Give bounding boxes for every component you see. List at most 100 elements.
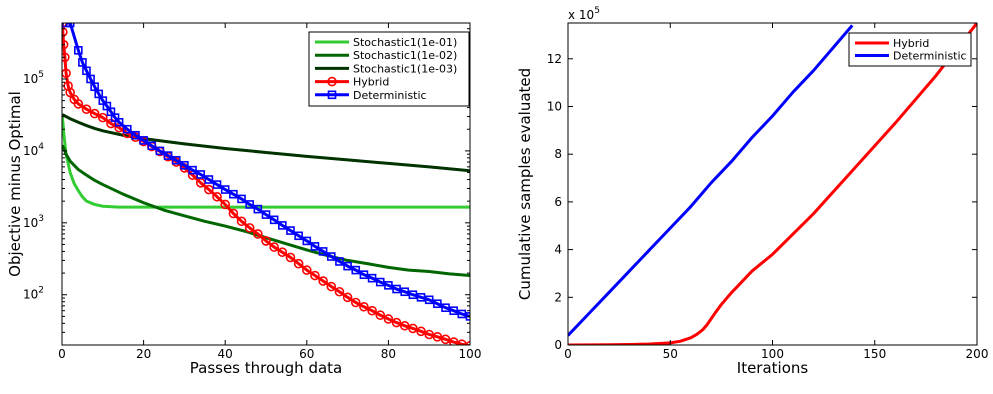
y-tick-label: 8 <box>554 147 562 161</box>
x-tick-label: 50 <box>663 347 678 361</box>
data-point-deterministic <box>343 261 352 271</box>
data-point-hybrid <box>65 87 75 98</box>
x-tick-label: 20 <box>136 347 151 361</box>
y-tick-label: 10 <box>547 99 562 113</box>
x-tick-label: 200 <box>966 347 989 361</box>
y-axis-label: Objective minus Optimal <box>6 91 24 277</box>
data-point-deterministic <box>155 146 165 156</box>
legend: Stochastic1(1e-01)Stochastic1(1e-02)Stoc… <box>308 31 470 107</box>
legend-marker-hybrid <box>327 76 337 87</box>
data-point-deterministic <box>245 200 254 209</box>
x-axis-label: Passes through data <box>190 359 343 377</box>
y-tick-label: 0 <box>554 338 562 352</box>
x-tick-label: 40 <box>218 347 233 361</box>
series-line-hybrid <box>568 23 977 345</box>
data-point-hybrid <box>399 320 410 331</box>
data-point-deterministic <box>78 58 87 67</box>
data-point-deterministic <box>204 175 214 184</box>
data-point-hybrid <box>212 191 222 202</box>
data-point-deterministic <box>180 161 189 170</box>
data-point-deterministic <box>269 215 279 225</box>
data-point-deterministic <box>131 130 140 140</box>
data-point-hybrid <box>244 223 255 233</box>
legend-frame <box>848 32 972 67</box>
x-axis-label: Iterations <box>737 359 809 377</box>
x-tick-label: 150 <box>863 347 886 361</box>
data-point-hybrid <box>236 216 247 227</box>
legend-label-hybrid: Hybrid <box>353 76 389 89</box>
data-point-hybrid <box>269 242 279 252</box>
data-point-deterministic <box>433 299 442 309</box>
x-tick-label: 0 <box>564 347 572 361</box>
data-point-deterministic <box>318 247 328 256</box>
data-point-hybrid <box>342 292 353 303</box>
data-point-deterministic <box>171 155 181 165</box>
data-point-hybrid <box>375 310 386 320</box>
data-point-hybrid <box>350 297 361 308</box>
legend-label-deterministic: Deterministic <box>893 50 967 63</box>
data-point-deterministic <box>375 277 385 287</box>
plot-area <box>62 23 470 345</box>
data-point-deterministic <box>188 165 197 175</box>
y-tick-label: 6 <box>554 195 562 209</box>
y-tick-label: 12 <box>547 52 562 66</box>
data-point-deterministic <box>74 46 83 55</box>
data-point-deterministic <box>400 287 410 297</box>
data-point-deterministic <box>384 281 393 290</box>
chart-objective-vs-passes: 0 20 40 60 80 100 102 103 104 105 Passes through d… <box>6 22 482 377</box>
axes-frame <box>61 22 471 346</box>
data-point-hybrid <box>261 236 271 246</box>
legend-label-hybrid: Hybrid <box>893 37 929 50</box>
data-point-deterministic <box>220 185 230 194</box>
data-point-hybrid <box>359 301 369 312</box>
data-point-hybrid <box>98 112 108 123</box>
data-point-deterministic <box>424 295 434 305</box>
data-point-hybrid <box>310 270 320 281</box>
data-point-hybrid <box>228 208 239 219</box>
data-point-deterministic <box>163 151 173 160</box>
x-tick-label: 60 <box>299 347 314 361</box>
legend-marker-deterministic <box>327 90 337 100</box>
y-scale-multiplier: x 105 <box>568 6 600 22</box>
series-line-deterministic <box>568 24 854 337</box>
data-point-hybrid <box>62 39 69 50</box>
data-point-deterministic <box>359 270 369 279</box>
data-point-hybrid <box>277 247 288 258</box>
data-point-hybrid <box>383 314 394 324</box>
data-point-deterministic <box>416 293 426 302</box>
data-point-deterministic <box>465 312 470 321</box>
data-point-deterministic <box>302 236 312 246</box>
x-tick-label: 100 <box>459 347 482 361</box>
data-point-deterministic <box>351 265 361 275</box>
chart-cumulative-samples: 0 50 100 150 200 0 2 4 6 8 10 12 x 105 Iterations Cumu… <box>516 6 988 377</box>
data-point-deterministic <box>122 124 132 134</box>
data-point-hybrid <box>432 332 443 342</box>
x-tick-label: 100 <box>761 347 784 361</box>
data-point-hybrid <box>408 323 418 334</box>
data-point-deterministic <box>196 170 206 179</box>
data-point-deterministic <box>457 309 467 319</box>
data-point-deterministic <box>326 252 336 261</box>
data-point-hybrid <box>62 52 70 63</box>
y-tick-label: 4 <box>554 243 562 257</box>
y-axis-label: Cumulative samples evaluated <box>516 68 534 300</box>
data-point-hybrid <box>367 305 377 316</box>
data-point-deterministic <box>139 136 148 145</box>
data-point-deterministic <box>237 194 246 204</box>
data-point-deterministic <box>229 189 238 199</box>
data-point-hybrid <box>253 229 263 239</box>
data-point-deterministic <box>261 210 271 219</box>
legend-label-stochastic1-1e-03: Stochastic1(1e-03) <box>353 62 457 75</box>
data-point-hybrid <box>326 281 337 292</box>
data-point-hybrid <box>293 258 304 269</box>
data-point-hybrid <box>301 265 312 275</box>
series-line-stochastic1-1e-03 <box>62 113 470 173</box>
y-tick-label: 105 <box>23 70 44 86</box>
data-point-hybrid <box>318 276 328 286</box>
data-point-hybrid <box>334 286 345 297</box>
data-point-hybrid <box>89 108 100 119</box>
data-point-deterministic <box>449 306 458 315</box>
data-point-deterministic <box>253 204 263 214</box>
data-point-hybrid <box>391 317 402 328</box>
data-point-deterministic <box>408 290 418 300</box>
